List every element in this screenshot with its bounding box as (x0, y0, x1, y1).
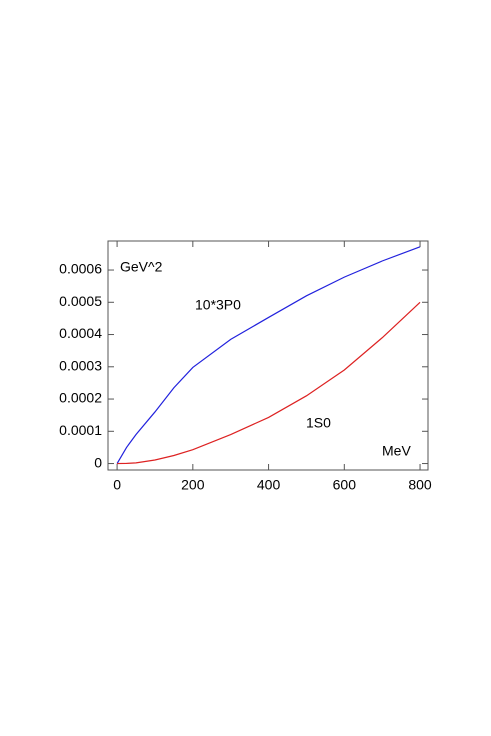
line-series (116, 246, 421, 464)
y-tick-label: 0.0003 (59, 357, 102, 373)
y-tick-label: 0.0001 (59, 422, 102, 438)
y-tick-label: 0.0006 (59, 261, 102, 277)
x-tick-label: 0 (113, 477, 121, 493)
y-tick-label: 0.0004 (59, 325, 102, 341)
x-tick-label: 400 (257, 477, 281, 493)
x-tick-label: 200 (181, 477, 205, 493)
line-series (117, 301, 421, 465)
x-tick-label: 600 (333, 477, 357, 493)
y-tick-label: 0.0005 (59, 293, 102, 309)
annotation: GeV^2 (120, 259, 163, 275)
x-tick-label: 800 (408, 477, 432, 493)
y-tick-label: 0 (94, 454, 102, 470)
y-tick-label: 0.0002 (59, 390, 102, 406)
plot-frame (107, 240, 429, 471)
annotation: MeV (382, 443, 411, 459)
annotation: 1S0 (306, 415, 331, 431)
annotation: 10*3P0 (195, 297, 241, 313)
